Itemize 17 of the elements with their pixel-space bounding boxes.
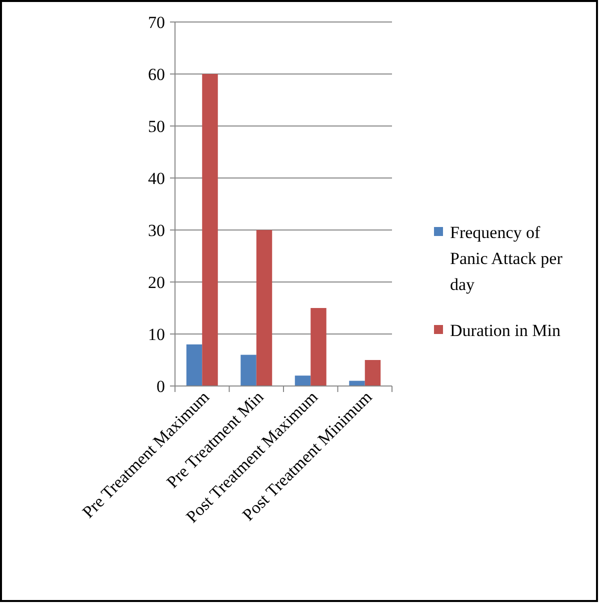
bar (202, 74, 218, 386)
y-tick-label: 20 (148, 272, 165, 292)
bar (294, 376, 311, 386)
bar (364, 360, 381, 386)
bar (256, 230, 272, 386)
y-tick-label: 50 (148, 116, 165, 136)
bar (186, 344, 202, 386)
y-tick-label: 60 (148, 64, 165, 84)
legend-label: Frequency of Panic Attack per day (450, 222, 563, 294)
legend-label: Duration in Min (450, 320, 561, 340)
y-tick-label: 10 (148, 324, 165, 344)
y-tick-label: 0 (156, 376, 165, 396)
bar (310, 308, 326, 386)
y-tick-label: 30 (148, 220, 165, 240)
bar (240, 354, 256, 386)
y-tick-label: 40 (148, 168, 165, 188)
y-tick-label: 70 (148, 12, 165, 32)
